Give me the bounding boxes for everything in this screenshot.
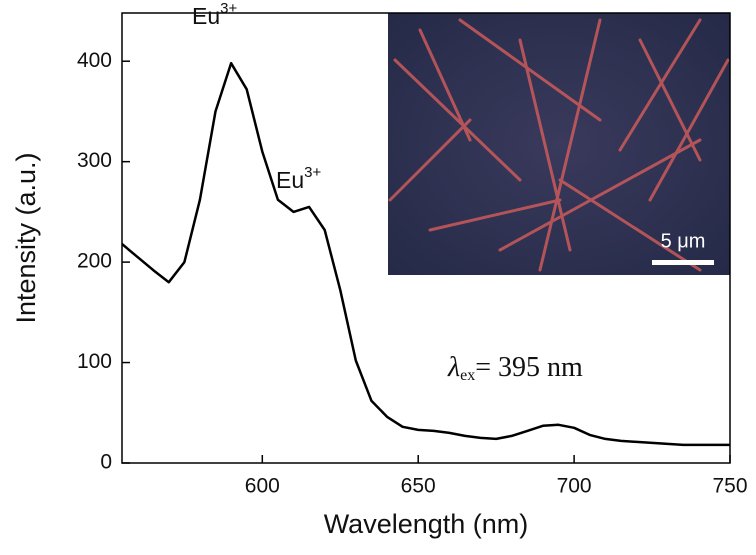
annotation: Eu3+ — [276, 164, 321, 193]
chart: 5 μm Wavelength (nm) Intensity (a.u.) Eu… — [0, 0, 756, 550]
x-tick-label: 750 — [712, 475, 747, 498]
inset-image: 5 μm — [388, 13, 730, 275]
y-tick-label: 200 — [77, 250, 112, 273]
y-tick-label: 0 — [100, 451, 112, 474]
x-tick-label: 600 — [245, 475, 280, 498]
scale-bar-label: 5 μm — [661, 230, 706, 252]
y-axis-title: Intensity (a.u.) — [11, 152, 41, 323]
x-axis-title: Wavelength (nm) — [324, 509, 529, 539]
annotation: Eu3+ — [192, 0, 237, 29]
y-tick-label: 400 — [77, 49, 112, 72]
y-tick-label: 300 — [77, 149, 112, 172]
y-tick-label: 100 — [77, 350, 112, 373]
x-tick-label: 650 — [401, 475, 436, 498]
excitation-label: λex= 395 nm — [447, 352, 583, 383]
x-tick-label: 700 — [557, 475, 592, 498]
